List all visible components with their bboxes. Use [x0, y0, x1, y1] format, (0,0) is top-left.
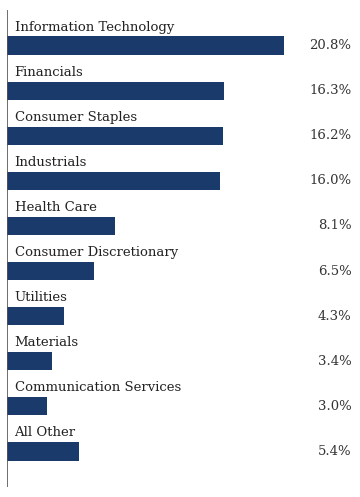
Bar [7, 127, 222, 146]
Text: 3.4%: 3.4% [318, 354, 351, 367]
Text: 4.3%: 4.3% [318, 310, 351, 323]
Bar [7, 82, 224, 100]
Bar [7, 171, 220, 190]
Text: 8.1%: 8.1% [318, 220, 351, 233]
Text: Consumer Discretionary: Consumer Discretionary [14, 247, 178, 259]
Bar [7, 397, 47, 415]
Bar [7, 36, 284, 55]
Bar [7, 442, 79, 461]
Text: 16.3%: 16.3% [309, 84, 351, 97]
Text: 3.0%: 3.0% [318, 400, 351, 413]
Text: 20.8%: 20.8% [310, 39, 351, 53]
Text: 6.5%: 6.5% [318, 264, 351, 277]
Bar [7, 217, 115, 236]
Text: 5.4%: 5.4% [318, 444, 351, 458]
Text: Utilities: Utilities [14, 291, 67, 304]
Text: Information Technology: Information Technology [14, 21, 174, 34]
Bar [7, 351, 53, 370]
Text: Health Care: Health Care [14, 201, 96, 214]
Bar [7, 307, 64, 326]
Text: Consumer Staples: Consumer Staples [14, 111, 137, 124]
Text: 16.2%: 16.2% [309, 130, 351, 143]
Text: Communication Services: Communication Services [14, 381, 181, 394]
Text: Industrials: Industrials [14, 156, 87, 169]
Text: Materials: Materials [14, 336, 78, 349]
Text: 16.0%: 16.0% [309, 174, 351, 187]
Bar [7, 261, 94, 280]
Text: All Other: All Other [14, 426, 76, 439]
Text: Financials: Financials [14, 66, 83, 79]
